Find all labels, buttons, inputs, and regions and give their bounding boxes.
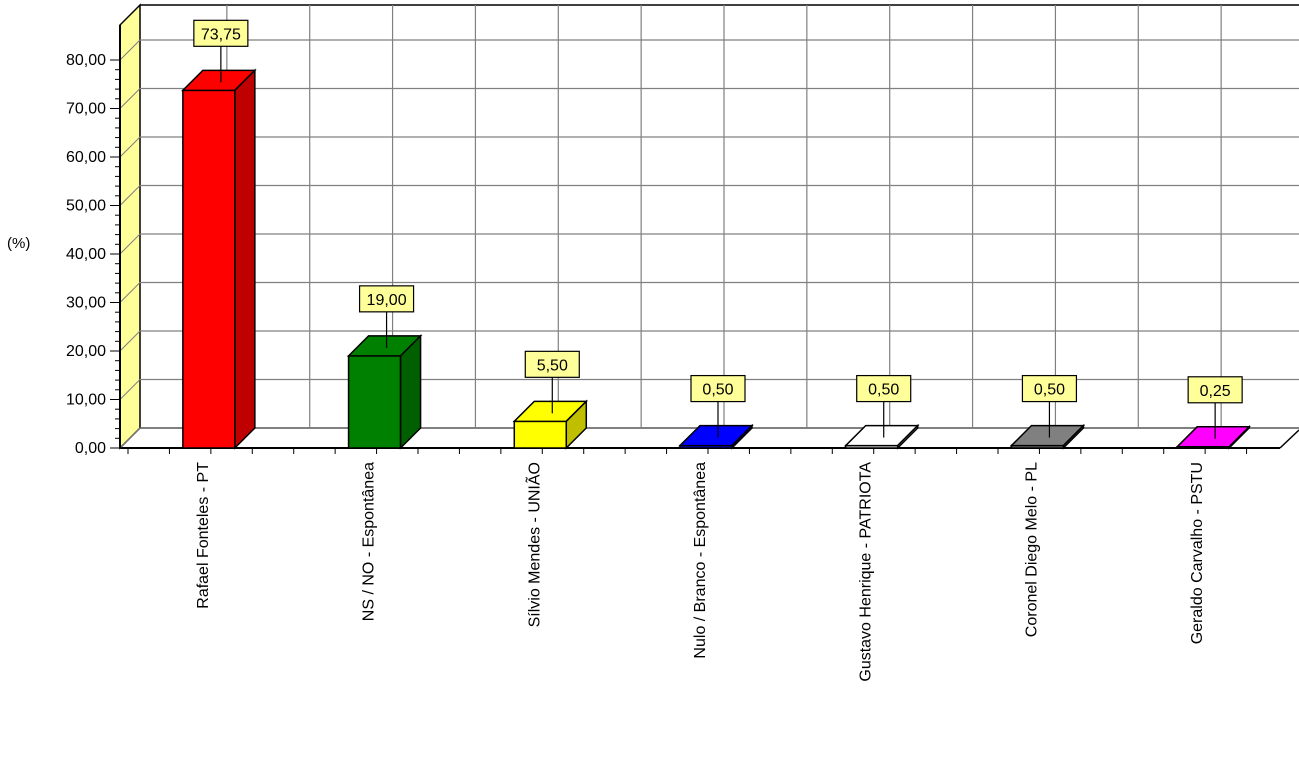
data-label-box xyxy=(856,374,912,403)
bar xyxy=(678,423,754,450)
x-tick-label: Coronel Diego Melo - PL xyxy=(1023,462,1040,637)
data-label-box xyxy=(1187,376,1243,404)
y-tick-label: 30,00 xyxy=(66,295,106,312)
x-tick-label: NS / NO - Espontânea xyxy=(361,462,378,621)
grid-line-wall-diagonal xyxy=(119,185,141,206)
data-label-box xyxy=(193,19,249,47)
left-wall xyxy=(119,3,141,450)
y-tick-label: 60,00 xyxy=(66,149,106,166)
data-label: 0,25 xyxy=(1200,383,1231,400)
x-tick-label: Nulo / Branco - Espontânea xyxy=(692,462,709,659)
grid-line-wall-diagonal xyxy=(119,136,141,158)
data-label: 73,75 xyxy=(201,26,241,43)
data-label-box xyxy=(524,350,580,378)
bar-side-face xyxy=(399,334,422,450)
bar-side-face xyxy=(731,423,753,450)
x-tick-label: Sílvio Mendes - UNIÃO xyxy=(523,462,543,627)
bar-side-face xyxy=(1062,423,1085,450)
tick-labels: 0,00 10,00 20,00 30,00 40,00 50,00 60,00 70,00 8… xyxy=(66,52,1206,682)
data-label-box xyxy=(1021,374,1078,403)
bar-side-face xyxy=(1228,424,1250,450)
bar xyxy=(346,334,423,450)
y-tick-label: 20,00 xyxy=(66,343,106,360)
bar-side-face xyxy=(896,423,919,450)
bar xyxy=(512,399,589,450)
axes xyxy=(110,25,1248,454)
bars xyxy=(181,68,1251,450)
bar xyxy=(1175,424,1251,450)
data-label: 19,00 xyxy=(367,292,407,309)
grid-line-wall-diagonal xyxy=(119,379,141,400)
bar-front-face xyxy=(513,420,568,449)
data-label: 0,50 xyxy=(868,382,899,399)
y-tick-label: 70,00 xyxy=(66,101,106,118)
y-tick-label: 0,00 xyxy=(75,440,106,457)
data-labels: 73,75 19,00 5,50 0,50 0,50 0,50 0,25 xyxy=(193,19,1243,439)
data-label-box xyxy=(690,374,746,403)
floor-right-edge xyxy=(1279,429,1299,449)
y-axis-label: (%) xyxy=(7,235,30,252)
x-tick-label: Gustavo Henrique - PATRIOTA xyxy=(858,462,875,682)
grid-line-wall-diagonal xyxy=(119,427,141,449)
bar xyxy=(181,68,257,450)
bar-side-face xyxy=(234,68,256,450)
data-label-box xyxy=(358,285,415,313)
grid-line-wall-diagonal xyxy=(119,330,141,352)
x-tick-label: Geraldo Carvalho - PSTU xyxy=(1189,462,1206,644)
y-tick-label: 50,00 xyxy=(66,198,106,215)
bar-front-face xyxy=(347,355,402,449)
grid-line-wall-diagonal xyxy=(119,88,141,109)
bar-front-face xyxy=(182,89,236,449)
y-tick-label: 80,00 xyxy=(66,52,106,69)
bar xyxy=(1009,423,1086,450)
grid-line-wall-diagonal xyxy=(119,39,141,61)
bar xyxy=(843,423,920,450)
grid-line-wall-diagonal xyxy=(119,233,141,255)
data-label: 0,50 xyxy=(702,382,733,399)
y-tick-label: 10,00 xyxy=(66,392,106,409)
y-tick-label: 40,00 xyxy=(66,246,106,263)
grid-line-wall-diagonal xyxy=(119,282,141,303)
x-tick-label: Rafael Fonteles - PT xyxy=(195,462,212,609)
data-label: 0,50 xyxy=(1034,382,1065,399)
grid-lines xyxy=(119,5,1299,449)
bar-side-face xyxy=(565,399,588,450)
data-label: 5,50 xyxy=(537,357,568,374)
